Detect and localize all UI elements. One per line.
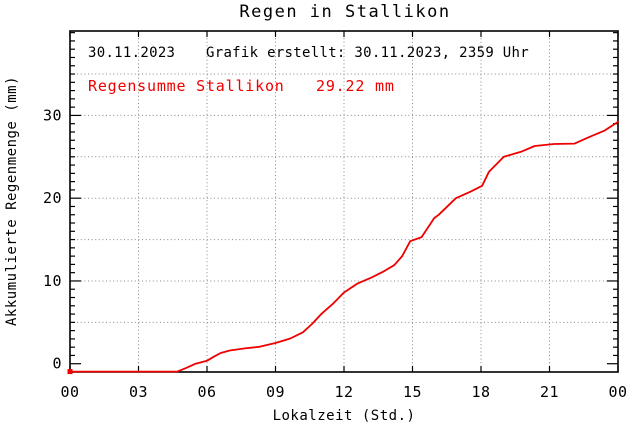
annotation-date: 30.11.2023 <box>88 45 175 61</box>
annotation-rainsum-label: Regensumme Stallikon <box>88 77 285 95</box>
y-axis-label: Akkumulierte Regenmenge (mm) <box>4 76 20 326</box>
x-tick-label: 18 <box>471 383 490 401</box>
curve-start-marker <box>67 369 73 375</box>
y-tick-label: 20 <box>43 189 62 207</box>
x-tick-label: 09 <box>266 383 285 401</box>
x-tick-label: 00 <box>60 383 79 401</box>
y-tick-label: 30 <box>43 106 62 124</box>
x-tick-label: 15 <box>403 383 422 401</box>
chart-title: Regen in Stallikon <box>239 2 450 22</box>
annotation-rainsum-value: 29.22 mm <box>316 77 395 95</box>
x-axis-label: Lokalzeit (Std.) <box>273 408 416 424</box>
x-tick-label: 12 <box>334 383 353 401</box>
x-tick-label: 06 <box>197 383 216 401</box>
annotation-created: Grafik erstellt: 30.11.2023, 2359 Uhr <box>206 45 529 61</box>
x-tick-label: 00 <box>608 383 627 401</box>
x-tick-label: 03 <box>129 383 148 401</box>
y-tick-label: 10 <box>43 272 62 290</box>
x-tick-label: 21 <box>540 383 559 401</box>
rain-curve <box>69 121 619 373</box>
y-tick-label: 0 <box>52 355 62 373</box>
